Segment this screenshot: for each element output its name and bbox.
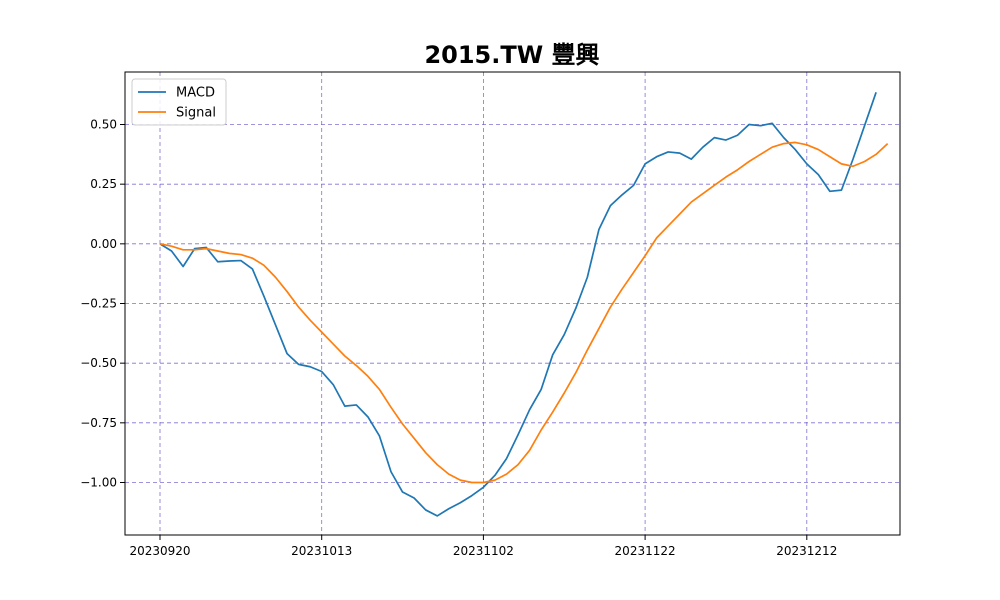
x-tick-label: 20230920 [129,544,190,558]
x-axis: 20230920 20231013 20231102 20231122 20231212 [129,535,837,558]
legend-box [131,78,227,126]
y-tick-label: 0.00 [90,237,117,251]
y-tick-label: −0.50 [80,356,117,370]
x-tick-label: 20231013 [291,544,352,558]
grid [125,72,900,535]
series-line-macd [159,92,877,517]
y-tick-label: 0.50 [90,118,117,132]
series-layer [159,92,889,517]
series-line-signal [159,141,889,484]
y-tick-label: −0.25 [80,297,117,311]
legend: MACD Signal [131,78,227,126]
y-tick-label: −0.75 [80,416,117,430]
legend-label-macd: MACD [176,86,215,101]
x-tick-label: 20231122 [615,544,676,558]
x-tick-label: 20231102 [453,544,514,558]
y-tick-label: 0.25 [90,177,117,191]
y-tick-label: −1.00 [80,475,117,489]
x-tick-label: 20231212 [776,544,837,558]
legend-label-signal: Signal [176,106,216,121]
chart-title: 2015.TW 豐興 [424,41,599,69]
y-axis: 0.50 0.25 0.00 −0.25 −0.50 −0.75 −1.00 [80,118,125,489]
